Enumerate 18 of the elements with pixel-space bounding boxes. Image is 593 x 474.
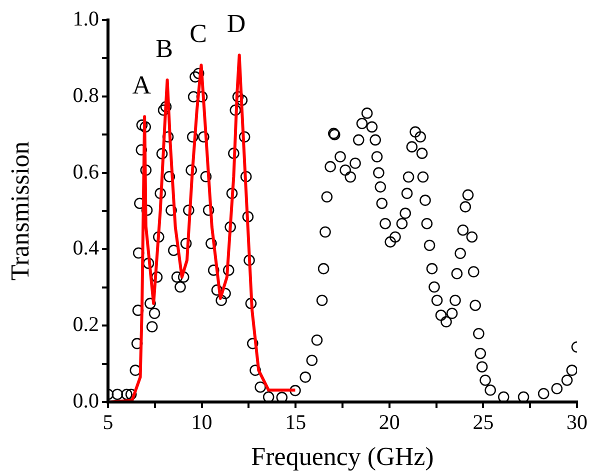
y-tick-label: 0.6 [72, 159, 99, 184]
x-axis-title: Frequency (GHz) [251, 442, 434, 472]
x-tick-label: 15 [285, 410, 306, 434]
x-tick-label: 25 [472, 410, 494, 434]
x-tick-label: 5 [102, 410, 114, 434]
y-tick-label: 0.0 [72, 388, 99, 413]
annotation: C [190, 18, 207, 48]
x-tick-label: 20 [378, 410, 400, 434]
y-tick-label: 1.0 [72, 6, 99, 31]
x-tick-label: 10 [191, 410, 212, 434]
annotation: B [156, 34, 173, 63]
x-tick-label: 30 [566, 410, 588, 434]
y-axis-title: Transmission [5, 141, 34, 281]
annotation: A [132, 70, 152, 100]
annotation: D [226, 8, 246, 38]
y-tick-label: 0.2 [72, 312, 99, 336]
y-tick-label: 0.4 [72, 236, 100, 260]
y-tick-label: 0.8 [72, 82, 99, 107]
